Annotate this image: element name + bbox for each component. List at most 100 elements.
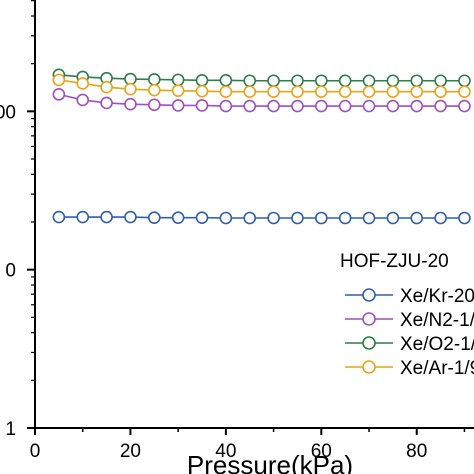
data-point [410,211,424,225]
data-point [267,99,280,113]
data-point [147,98,161,112]
series-line [58,79,465,93]
data-point [219,99,233,113]
data-point [338,85,352,99]
series [52,210,471,225]
data-point [100,80,113,94]
data-point [195,99,209,112]
data-point [410,99,424,113]
data-point [171,211,185,224]
legend-swatch-marker [362,288,376,302]
data-point [76,93,90,107]
data-point [386,99,400,113]
data-point [147,83,161,97]
data-point [171,99,185,112]
data-point [434,74,447,88]
data-point [338,211,352,225]
data-point [362,99,376,113]
y-tick-label: 1 [5,419,16,440]
data-point [458,99,471,113]
series-layer [52,68,471,225]
data-point [362,74,376,88]
data-point [291,211,304,225]
data-point [291,99,304,113]
data-point [386,74,400,88]
data-point [219,85,233,99]
data-point [458,85,471,99]
legend-label: Xe/N2-1/99 [400,310,474,331]
x-ticks: 0 20 40 60 80 [30,428,466,462]
data-point [386,85,400,99]
legend-swatch-marker [362,360,376,374]
data-point [315,99,328,113]
data-point [195,211,209,224]
data-point [338,74,352,88]
data-point [219,211,233,225]
series [52,68,471,88]
data-point [410,74,424,88]
data-point [362,211,376,225]
data-point [243,74,257,88]
y-tick-label: 00 [0,102,16,123]
data-point [52,210,66,224]
data-point [243,85,257,99]
data-point [52,73,66,87]
data-point [124,82,137,96]
data-point [243,211,257,225]
x-tick-label: 40 [215,441,236,462]
data-point [267,74,280,88]
data-point [291,74,304,88]
data-point [458,74,471,88]
series [52,88,471,113]
legend: HOF-ZJU-20 Xe/Kr-20/80 Xe/N2-1/99 Xe/O2-1/… [340,251,474,379]
series [52,73,471,99]
legend-label: Xe/O2-1/99 [400,334,474,355]
data-point [362,85,376,99]
series-line [58,93,465,107]
data-point [195,84,209,98]
x-tick-label: 60 [311,441,332,462]
data-point [171,73,185,87]
data-point [458,211,471,225]
data-point [124,72,137,86]
data-point [410,85,424,99]
data-point [76,210,90,224]
data-point [338,99,352,113]
y-tick-label: 0 [5,261,16,282]
data-point [315,74,328,88]
legend-swatch-marker [362,312,376,326]
data-point [386,211,400,225]
data-point [434,211,447,225]
data-point [195,74,209,87]
x-tick-label: 0 [30,441,41,462]
data-point [76,77,90,90]
data-point [434,85,447,99]
x-axis-title: Pressure(kPa) [187,450,353,474]
data-point [291,85,304,99]
data-point [243,99,257,113]
legend-label: Xe/Kr-20/80 [400,286,474,307]
data-point [147,73,161,86]
axes [34,0,474,429]
x-tick-label: 20 [120,441,141,462]
data-point [315,85,328,99]
data-point [147,211,161,224]
legend-swatch-marker [362,336,376,350]
data-point [124,210,137,224]
series-line [58,216,465,219]
data-point [124,97,137,111]
series-line [58,74,465,82]
data-point [100,210,113,224]
data-point [171,84,185,97]
x-tick-label: 80 [406,441,427,462]
legend-label: Xe/Ar-1/99 [400,358,474,379]
legend-title: HOF-ZJU-20 [340,251,449,272]
data-point [52,88,66,101]
data-point [100,96,113,110]
data-point [267,211,280,225]
data-point [315,211,328,225]
data-point [434,99,447,113]
data-point [267,85,280,99]
